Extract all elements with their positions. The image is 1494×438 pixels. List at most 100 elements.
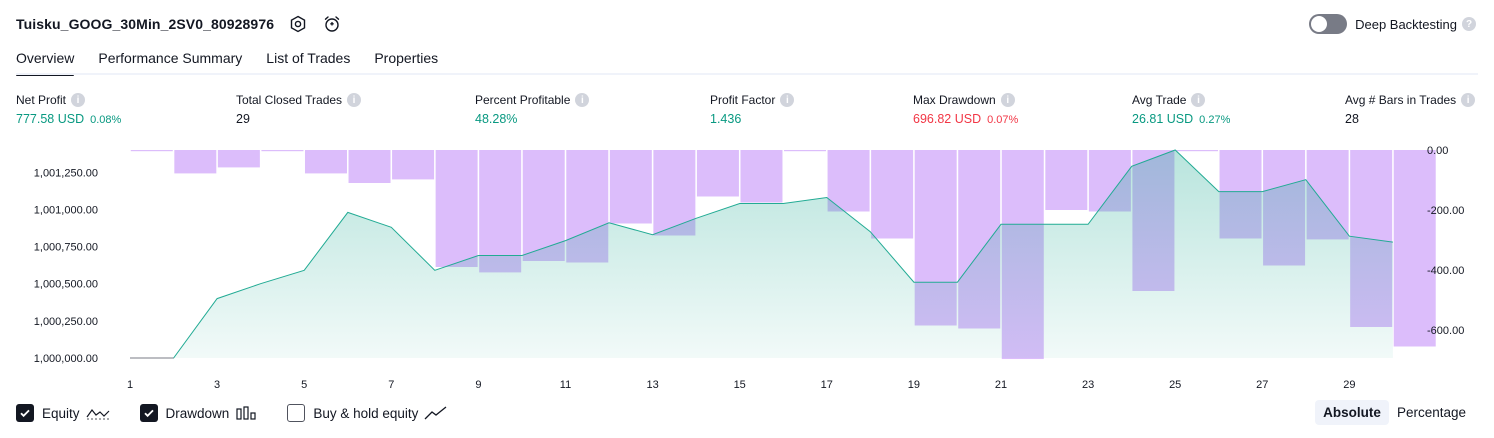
- tab-divider: [16, 73, 1478, 75]
- drawdown-bar: [174, 150, 217, 174]
- tab-overview[interactable]: Overview: [16, 46, 75, 76]
- legend-buy-hold[interactable]: Buy & hold equity: [287, 404, 448, 422]
- tab-bar: Overview Performance Summary List of Tra…: [16, 46, 462, 76]
- drawdown-bar: [304, 150, 347, 174]
- drawdown-bars-icon: [235, 405, 257, 421]
- metric-value: 1.436: [710, 112, 742, 126]
- x-tick-label: 5: [301, 379, 307, 391]
- drawdown-bar: [871, 150, 914, 239]
- metric-value: 696.82 USD: [913, 112, 982, 126]
- metric-value: 29: [236, 112, 250, 126]
- metric-percent: 0.08%: [90, 114, 122, 126]
- metric-title: Profit Factor: [710, 93, 776, 107]
- drawdown-bar: [1045, 150, 1088, 210]
- metric-percent: 0.07%: [987, 114, 1019, 126]
- x-tick-label: 3: [214, 379, 220, 391]
- chart-mode-switch: Absolute Percentage: [1315, 400, 1474, 425]
- drawdown-bar: [696, 150, 739, 197]
- equity-line: [130, 149, 1393, 359]
- metric-total-closed-trades: Total Closed Trades i 29: [236, 93, 362, 126]
- drawdown-bar: [217, 150, 260, 168]
- right-tick-label: -200.00: [1427, 205, 1464, 217]
- deep-backtesting-toggle[interactable]: [1309, 14, 1348, 34]
- left-tick-label: 1,000,750.00: [34, 242, 98, 254]
- left-tick-label: 1,001,250.00: [34, 167, 98, 179]
- metric-avg-bars-in-trades: Avg # Bars in Trades i 28: [1345, 93, 1476, 126]
- right-tick-label: -600.00: [1427, 325, 1464, 337]
- info-icon[interactable]: i: [1000, 93, 1015, 107]
- drawdown-bar: [435, 150, 478, 267]
- x-tick-label: 11: [560, 379, 571, 391]
- equity-area: [130, 150, 1393, 358]
- drawdown-bar: [827, 150, 870, 212]
- metric-net-profit: Net Profit i 777.58 USD 0.08%: [16, 93, 121, 126]
- chart-legend: Equity Drawdown Buy & hold equity: [16, 404, 478, 422]
- left-tick-label: 1,000,250.00: [34, 316, 98, 328]
- metric-profit-factor: Profit Factor i 1.436: [710, 93, 795, 126]
- drawdown-bar: [609, 150, 652, 224]
- equity-checkbox[interactable]: [16, 404, 34, 422]
- x-tick-label: 1: [127, 379, 133, 391]
- info-icon[interactable]: i: [1191, 93, 1206, 107]
- equity-series: [130, 149, 1393, 359]
- drawdown-checkbox[interactable]: [139, 404, 158, 422]
- legend-equity-label: Equity: [42, 405, 80, 421]
- metric-title: Avg # Bars in Trades: [1345, 93, 1457, 107]
- x-tick-label: 15: [734, 379, 746, 391]
- drawdown-bar: [392, 150, 435, 180]
- x-tick-label: 23: [1082, 379, 1094, 391]
- info-icon[interactable]: i: [1461, 93, 1476, 107]
- info-icon[interactable]: i: [575, 93, 590, 107]
- left-tick-label: 1,001,000.00: [34, 204, 98, 216]
- x-tick-label: 17: [821, 379, 833, 391]
- drawdown-bar: [479, 150, 522, 273]
- mode-absolute-button[interactable]: Absolute: [1315, 400, 1389, 425]
- equity-drawdown-chart[interactable]: 1,000,000.00 1,000,250.00 1,000,500.00 1,00…: [0, 140, 1494, 395]
- metrics-row: Net Profit i 777.58 USD 0.08% Total Closed…: [16, 93, 1478, 133]
- info-icon[interactable]: i: [780, 93, 795, 107]
- x-tick-label: 25: [1169, 379, 1181, 391]
- metric-percent-profitable: Percent Profitable i 48.28%: [475, 93, 590, 126]
- info-icon[interactable]: i: [71, 93, 86, 107]
- legend-equity[interactable]: Equity: [16, 404, 110, 422]
- metric-max-drawdown: Max Drawdown i 696.82 USD 0.07%: [913, 93, 1018, 126]
- mode-percentage-button[interactable]: Percentage: [1396, 405, 1466, 420]
- tab-properties[interactable]: Properties: [374, 50, 439, 66]
- left-tick-label: 1,000,000.00: [34, 353, 98, 365]
- left-tick-label: 1,000,500.00: [34, 279, 98, 291]
- right-tick-label: 0.00: [1427, 145, 1448, 157]
- deep-backtesting: Deep Backtesting ?: [1309, 14, 1476, 34]
- info-icon[interactable]: i: [347, 93, 362, 107]
- metric-avg-trade: Avg Trade i 26.81 USD 0.27%: [1132, 93, 1230, 126]
- metric-title: Percent Profitable: [475, 93, 571, 107]
- legend-buy-hold-label: Buy & hold equity: [313, 405, 419, 421]
- add-alarm-icon[interactable]: [322, 14, 342, 34]
- drawdown-bar: [784, 150, 827, 152]
- metric-title: Max Drawdown: [913, 93, 996, 107]
- help-icon[interactable]: ?: [1462, 17, 1476, 31]
- drawdown-bar: [1393, 150, 1436, 347]
- x-tick-label: 21: [995, 379, 1007, 391]
- drawdown-bar: [261, 150, 304, 152]
- x-tick-label: 13: [646, 379, 658, 391]
- x-tick-label: 7: [388, 379, 394, 391]
- buy-hold-checkbox[interactable]: [287, 404, 306, 422]
- metric-value: 28: [1345, 112, 1359, 126]
- tab-list-of-trades[interactable]: List of Trades: [266, 50, 351, 66]
- drawdown-bar: [348, 150, 391, 183]
- legend-drawdown[interactable]: Drawdown: [139, 404, 258, 422]
- strategy-name: Tuisku_GOOG_30Min_2SV0_80928976: [16, 16, 275, 32]
- legend-drawdown-label: Drawdown: [165, 405, 230, 421]
- x-tick-label: 19: [908, 379, 920, 391]
- metric-value: 777.58 USD: [16, 112, 85, 126]
- metric-percent: 0.27%: [1199, 114, 1231, 126]
- metric-value: 48.28%: [475, 112, 518, 126]
- tab-performance-summary[interactable]: Performance Summary: [98, 50, 243, 66]
- drawdown-bar: [1175, 150, 1218, 152]
- drawdown-bar: [130, 150, 173, 152]
- settings-hexagon-icon[interactable]: [288, 14, 308, 34]
- buy-hold-line-icon: [424, 405, 448, 421]
- x-tick-label: 27: [1256, 379, 1268, 391]
- left-axis: 1,000,000.00 1,000,250.00 1,000,500.00 1,00…: [34, 167, 98, 365]
- equity-line-icon: [86, 405, 110, 421]
